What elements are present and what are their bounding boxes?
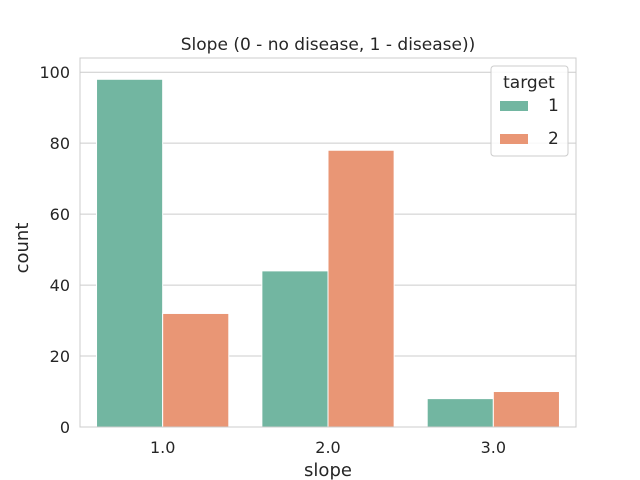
legend-label-2: 2	[548, 129, 559, 149]
y-tick-label: 0	[60, 418, 70, 437]
y-axis-label: count	[12, 223, 33, 274]
y-tick-label: 40	[50, 276, 70, 295]
x-tick-label: 1.0	[150, 438, 175, 457]
y-tick-label: 20	[50, 347, 70, 366]
x-tick-label: 2.0	[315, 438, 340, 457]
legend-swatch-1	[500, 101, 528, 111]
y-tick-label: 60	[50, 205, 70, 224]
legend-box	[490, 65, 569, 157]
x-axis-label: slope	[304, 460, 352, 480]
legend: target 12	[490, 65, 569, 157]
x-axis-ticks: 1.0 2.0 3.0	[150, 438, 506, 457]
legend-swatch-2	[500, 134, 528, 144]
bar-3.0-series-2	[492, 391, 560, 428]
bar-2.0-series-1	[261, 270, 329, 428]
bars	[96, 78, 560, 428]
legend-label-1: 1	[548, 96, 559, 116]
bar-1.0-series-1	[96, 78, 164, 428]
y-tick-label: 100	[39, 63, 70, 82]
y-axis-ticks: 0 20 40 60 80 100	[39, 63, 70, 437]
legend-items: 12	[500, 96, 559, 149]
y-tick-label: 80	[50, 134, 70, 153]
bar-2.0-series-2	[327, 149, 395, 428]
plot-area-frame	[79, 57, 577, 428]
chart-title: Slope (0 - no disease, 1 - disease))	[181, 35, 476, 55]
x-tick-label: 3.0	[481, 438, 506, 457]
bar-1.0-series-2	[162, 312, 230, 428]
bar-3.0-series-1	[426, 398, 494, 428]
legend-title: target	[503, 73, 555, 93]
